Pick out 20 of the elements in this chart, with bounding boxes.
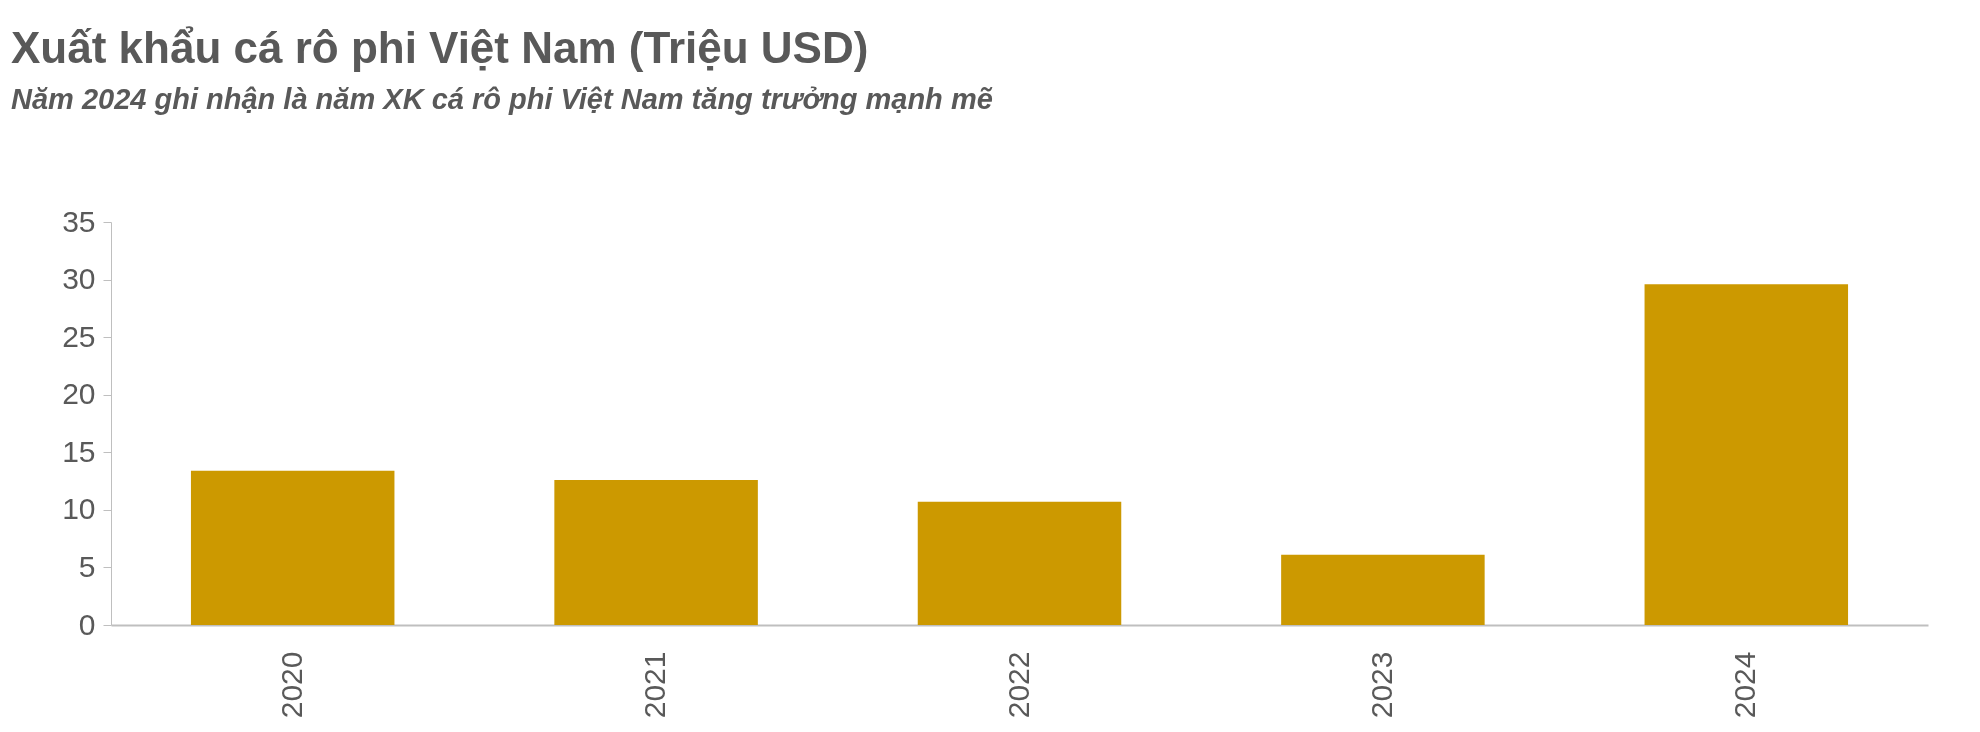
bar xyxy=(1644,284,1849,625)
y-tick-label: 0 xyxy=(78,607,96,641)
y-tick-label: 15 xyxy=(62,434,96,468)
y-tick-label: 25 xyxy=(62,319,96,353)
x-tick-label: 2023 xyxy=(1364,651,1398,719)
bar xyxy=(554,479,758,625)
y-tick-label: 30 xyxy=(62,262,96,296)
bar xyxy=(917,501,1122,625)
y-tick-label: 20 xyxy=(62,377,96,411)
x-tick-label: 2021 xyxy=(638,651,672,719)
y-tick-label: 35 xyxy=(62,204,96,238)
x-tick-label: 2020 xyxy=(274,651,308,719)
bar xyxy=(190,470,395,625)
bar xyxy=(1281,554,1485,625)
chart-title: Xuất khẩu cá rô phi Việt Nam (Triệu USD) xyxy=(11,23,869,72)
y-tick-label: 5 xyxy=(78,549,96,583)
y-tick-label: 10 xyxy=(62,492,96,526)
chart-subtitle: Năm 2024 ghi nhận là năm XK cá rô phi Việt Nam tăng trưởng mạnh mẽ xyxy=(11,83,993,115)
x-tick-label: 2024 xyxy=(1728,651,1762,719)
x-tick-label: 2022 xyxy=(1001,651,1035,719)
